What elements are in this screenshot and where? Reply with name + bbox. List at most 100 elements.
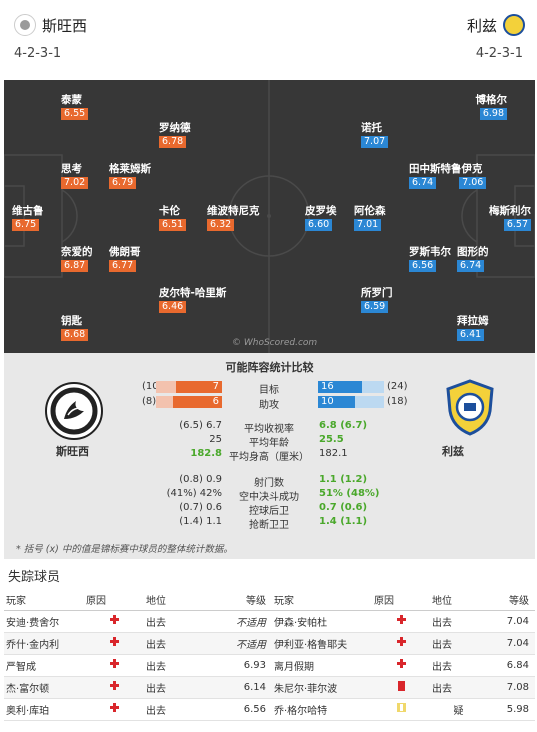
stat-label: 助攻 [259,400,279,411]
swansea-crest-icon [45,382,103,440]
player-rating: 7.02 [61,177,89,189]
col-header: 地位 [430,590,485,611]
player-rating: 6.79 [109,177,137,189]
player-name: 佛朗哥 [109,246,141,258]
pitch-lines [4,80,535,353]
away-team[interactable]: 利兹 [467,14,525,36]
injury-icon [109,615,119,624]
home-reason [84,698,144,721]
home-player[interactable]: 泰蒙 6.55 [61,94,89,120]
home-player-name[interactable]: 乔什·金内利 [4,632,84,655]
doubtful-icon [396,703,406,712]
home-player[interactable]: 格莱姆斯 6.79 [109,163,151,189]
away-player[interactable]: 皮罗埃 6.60 [305,205,337,231]
player-rating: 6.87 [61,260,89,272]
away-player[interactable]: 诺托 7.07 [361,122,389,148]
away-player[interactable]: 所罗门 6.59 [361,287,393,313]
away-player-name[interactable]: 伊利亚·格鲁耶夫 [272,632,372,655]
home-stat-value: (41%) 42% [166,488,222,499]
player-name: 梅斯利尔 [489,205,531,217]
home-status: 出去 [144,676,204,699]
home-stat-value: 25 [209,434,222,445]
home-player[interactable]: 佛朗哥 6.77 [109,246,141,272]
stat-label: 平均收视率 [244,424,294,435]
away-player[interactable]: 图形的 6.74 [457,246,489,272]
home-player[interactable]: 钥匙 6.68 [61,315,89,341]
player-rating: 7.06 [459,177,487,189]
away-player-name[interactable]: 伊森·安帕杜 [272,610,372,633]
stat-row: (0.7) 0.6 控球后卫 0.7 (0.6) [4,502,535,517]
match-header: 斯旺西 利兹 4-2-3-1 4-2-3-1 [0,0,537,80]
player-name: 维波特尼克 [207,205,260,217]
home-team-name[interactable]: 斯旺西 [42,16,88,35]
away-status: 出去 [430,632,485,655]
player-name: 皮尔特-哈里斯 [159,287,227,299]
away-rating: 6.84 [485,654,535,677]
away-player[interactable]: 田中斯特鲁伊克 6.74 7.06 [409,163,487,189]
away-reason [372,610,430,633]
watermark: © WhoScored.com [232,338,318,348]
table-row: 安迪·费舍尔 出去 不适用 伊森·安帕杜 出去 7.04 [4,610,535,633]
away-reason [372,632,430,655]
away-rating: 7.04 [485,632,535,655]
missing-players-title: 失踪球员 [8,570,61,585]
col-header: 玩家 [272,590,372,611]
away-player[interactable]: 梅斯利尔 6.57 [489,205,531,231]
stat-label: 平均身高（厘米） [229,452,309,463]
injury-icon [396,637,406,646]
col-header: 玩家 [4,590,84,611]
col-header: 地位 [144,590,204,611]
player-name: 诺托 [361,122,382,134]
home-badge-label: 斯旺西 [56,445,89,458]
home-rating: 6.93 [204,654,272,677]
home-status: 出去 [144,610,204,633]
home-player-name[interactable]: 安迪·费舍尔 [4,610,84,633]
away-player[interactable]: 阿伦森 7.01 [354,205,386,231]
player-name: 思考 [61,163,82,175]
stat-label: 射门数 [254,478,284,489]
away-player[interactable]: 拜拉姆 6.41 [457,315,489,341]
home-stat-value: (0.8) 0.9 [179,474,222,485]
home-team[interactable]: 斯旺西 [14,14,87,36]
player-rating: 7.01 [354,219,382,231]
home-player[interactable]: 皮尔特-哈里斯 6.46 [159,287,226,313]
away-stat-value: 1.4 (1.1) [319,516,368,527]
home-player-name[interactable]: 严智成 [4,654,84,677]
missing-players-table: 玩家 原因 地位 等级 玩家 原因 地位 等级 安迪·费舍尔 出去 不适用 伊森·安帕… [4,590,535,721]
away-player[interactable]: 罗斯韦尔 6.56 [409,246,451,272]
home-player[interactable]: 思考 7.02 [61,163,89,189]
home-goals-bar: 7 [156,381,222,393]
home-player[interactable]: 卡伦 6.51 [159,205,187,231]
stat-row: (41%) 42% 空中决斗成功 51% (48%) [4,488,535,503]
home-player[interactable]: 维波特尼克 6.32 [207,205,260,231]
away-player-name[interactable]: 离月假期 [272,654,372,677]
player-name: 皮罗埃 [305,205,337,217]
pitch: 泰蒙 6.55 罗纳德 6.78 思考 7.02 格莱姆斯 6.79 维古鲁 6… [4,80,535,353]
away-player-name[interactable]: 乔·格尔哈特 [272,698,372,721]
player-name: 维古鲁 [12,205,44,217]
home-player[interactable]: 奈爱的 6.87 [61,246,93,272]
home-reason [84,610,144,633]
away-stat-value: 182.1 [319,448,348,459]
away-badge-label: 利兹 [442,445,464,458]
away-season-value: (24) [387,381,408,392]
away-player-name[interactable]: 朱尼尔·菲尔波 [272,676,372,699]
away-goals-fill: 16 [318,381,363,393]
stat-row: (6.5) 6.7 平均收视率 6.8 (6.7) [4,420,535,435]
col-header: 等级 [204,590,272,611]
away-stat-value: 6.8 (6.7) [319,420,368,431]
player-rating: 6.77 [109,260,137,272]
player-rating: 6.59 [361,301,389,313]
away-player[interactable]: 博格尔 6.98 [476,94,507,120]
player-rating: 6.74 [409,177,437,189]
home-player[interactable]: 维古鲁 6.75 [12,205,44,231]
red-card-icon [397,680,405,691]
home-player-name[interactable]: 杰·富尔顿 [4,676,84,699]
home-player[interactable]: 罗纳德 6.78 [159,122,191,148]
player-rating: 6.74 [457,260,485,272]
player-rating: 6.32 [207,219,235,231]
away-team-name[interactable]: 利兹 [466,16,497,35]
stat-row-goals: (10) 7 目标 16 (24) [4,381,535,396]
home-player-name[interactable]: 奥利·库珀 [4,698,84,721]
away-stat-value: 0.7 (0.6) [319,502,368,513]
